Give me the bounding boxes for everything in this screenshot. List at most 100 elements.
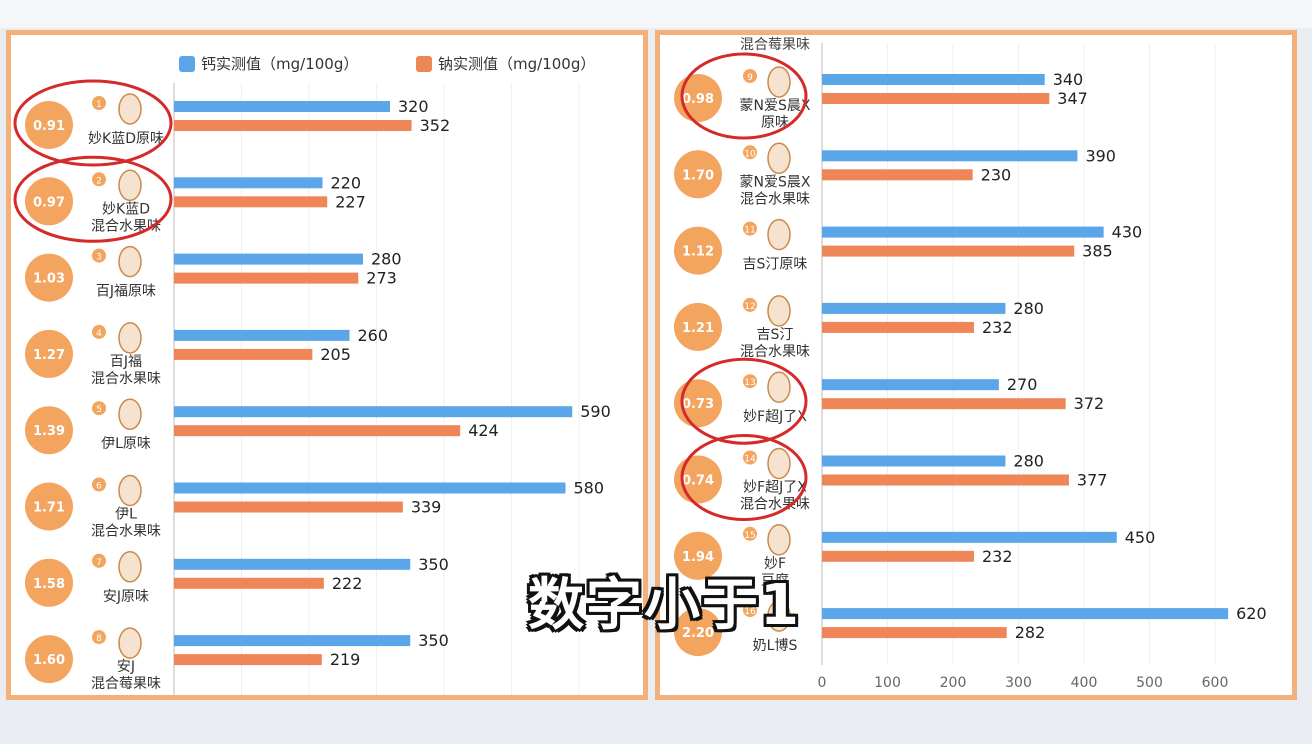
rank-number: 2	[96, 176, 102, 186]
rank-bubble	[92, 96, 106, 110]
highlight-circle	[680, 434, 808, 521]
category-label: 妙K蓝D	[102, 201, 150, 217]
rank-number: 7	[96, 558, 102, 568]
data-label-sodium: 222	[332, 574, 363, 593]
product-icon	[118, 551, 142, 583]
data-label-calcium: 580	[574, 479, 605, 498]
rank-number: 15	[744, 531, 755, 541]
category-label: 伊L	[115, 507, 137, 523]
product-icon	[767, 371, 791, 403]
badge-value: 0.98	[682, 92, 714, 107]
rank-bubble	[92, 172, 106, 187]
category-label: 奶L博S	[753, 637, 798, 654]
bar-calcium	[174, 177, 323, 189]
bar-sodium	[174, 348, 313, 360]
data-label-calcium: 270	[1007, 375, 1038, 394]
category-label: 吉S汀原味	[743, 257, 808, 273]
badge-circle	[674, 226, 722, 275]
bar-sodium	[822, 398, 1066, 410]
bar-sodium	[174, 120, 412, 131]
bar-sodium	[174, 196, 328, 208]
rank-number: 8	[96, 634, 102, 644]
data-label-sodium: 230	[981, 165, 1012, 184]
data-label-calcium: 320	[398, 97, 429, 116]
category-label: 伊L原味	[101, 436, 151, 452]
data-label-calcium: 590	[580, 402, 611, 421]
category-label: 混合水果味	[740, 344, 810, 360]
data-label-calcium: 620	[1236, 604, 1267, 623]
data-label-calcium: 350	[418, 555, 449, 574]
rank-number: 4	[96, 329, 102, 339]
product-icon	[767, 295, 791, 327]
badge-value: 1.03	[33, 272, 65, 287]
data-label-sodium: 282	[1015, 623, 1046, 642]
badge-value: 1.27	[33, 348, 65, 363]
product-icon	[118, 627, 142, 659]
rank-number: 10	[744, 149, 756, 159]
rank-bubble	[743, 221, 757, 236]
data-label-sodium: 377	[1077, 471, 1108, 490]
bar-calcium	[174, 558, 411, 570]
rank-bubble	[743, 526, 757, 541]
bar-calcium	[822, 531, 1117, 543]
bar-sodium	[822, 169, 973, 181]
data-label-sodium: 232	[982, 318, 1013, 337]
rank-bubble	[743, 603, 757, 618]
category-label: 混合莓果味	[91, 676, 161, 692]
category-label: 百J福原味	[96, 284, 156, 300]
bar-calcium	[822, 455, 1006, 467]
data-label-calcium: 450	[1125, 528, 1156, 547]
badge-value: 1.21	[682, 321, 714, 336]
bar-sodium	[822, 550, 974, 562]
badge-value: 1.12	[682, 245, 714, 260]
bar-sodium	[822, 245, 1075, 257]
badge-value: 0.91	[33, 119, 65, 134]
bar-calcium	[822, 379, 999, 391]
bar-calcium	[822, 74, 1045, 85]
badge-circle	[25, 101, 73, 149]
badge-value: 2.20	[682, 626, 714, 641]
rank-bubble	[92, 324, 106, 339]
category-label: 妙F超J了X	[743, 480, 807, 496]
x-tick-label: 100	[874, 675, 901, 691]
legend-sodium-swatch	[416, 55, 432, 72]
bar-sodium	[822, 627, 1007, 639]
rank-number: 5	[96, 405, 102, 415]
rank-number: 3	[96, 253, 102, 263]
rank-bubble	[92, 401, 106, 416]
rank-bubble	[92, 630, 106, 645]
data-label-sodium: 227	[335, 192, 366, 211]
bar-calcium	[174, 635, 411, 647]
data-label-calcium: 280	[371, 250, 402, 269]
legend-calcium-swatch	[179, 55, 195, 72]
category-label: 混合水果味	[740, 497, 810, 513]
data-label-sodium: 205	[320, 345, 351, 364]
data-label-calcium: 280	[1013, 452, 1044, 471]
product-icon	[118, 474, 142, 507]
data-label-sodium: 385	[1082, 242, 1113, 261]
x-tick-label: 300	[1005, 675, 1032, 691]
badge-circle	[25, 482, 73, 531]
bar-sodium	[822, 474, 1069, 486]
category-label: 妙F	[764, 556, 786, 572]
category-label: 混合水果味	[91, 524, 161, 540]
badge-value: 1.58	[33, 577, 65, 592]
badge-circle	[674, 150, 722, 199]
badge-value: 1.60	[33, 653, 65, 668]
rank-number: 1	[96, 100, 102, 110]
product-icon	[118, 398, 142, 430]
category-label: 混合水果味	[740, 191, 810, 207]
bar-calcium	[174, 253, 363, 265]
data-label-calcium: 260	[358, 326, 389, 345]
category-label-top: 混合莓果味	[740, 37, 810, 53]
rank-bubble	[743, 374, 757, 389]
category-label: 蒙N爱S晨X	[740, 174, 811, 190]
overlay-caption: 数字小于1	[528, 573, 801, 638]
badge-circle	[25, 329, 73, 378]
data-label-sodium: 219	[330, 650, 361, 669]
x-tick-label: 0	[818, 675, 827, 691]
rank-bubble	[92, 248, 106, 263]
highlight-circle	[13, 155, 173, 243]
bar-sodium	[174, 501, 403, 513]
